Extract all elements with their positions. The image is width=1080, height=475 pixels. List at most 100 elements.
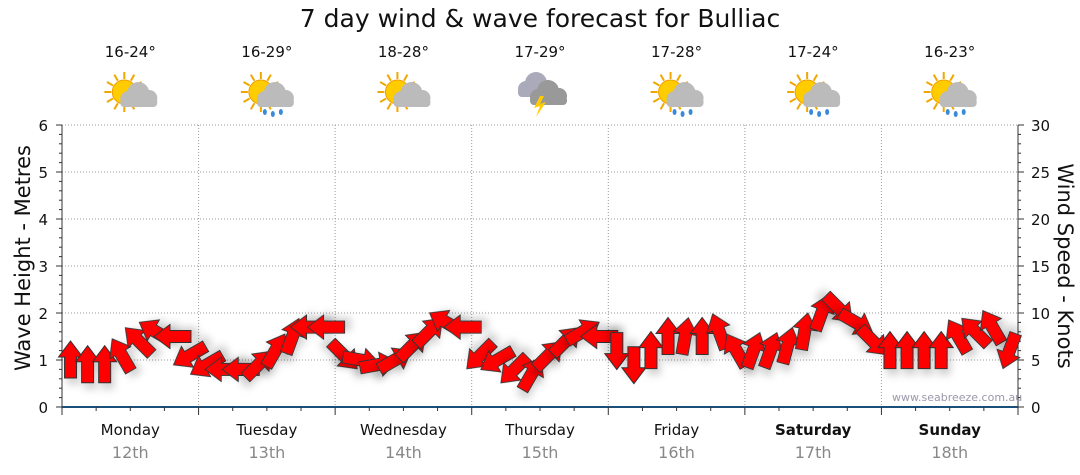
weather-icon-sun-cloud-rain — [787, 72, 841, 117]
cloud-icon — [120, 82, 158, 107]
day-name-label: Friday — [653, 421, 700, 439]
sun-ray — [266, 74, 272, 82]
raindrop-icon — [262, 109, 267, 115]
sun-ray — [379, 81, 387, 87]
raindrop-icon — [945, 109, 950, 115]
raindrop-icon — [278, 109, 283, 115]
day-date-label: 12th — [111, 443, 149, 462]
weather-icon-cloud-lightning — [518, 72, 567, 117]
wind-arrow — [996, 330, 1022, 370]
sun-ray — [249, 102, 256, 110]
wind-arrow — [500, 351, 533, 384]
sun-ray — [403, 74, 409, 82]
sun-ray — [386, 102, 392, 110]
sun-ray — [243, 81, 251, 87]
sun-ray — [386, 74, 392, 82]
day-temperature: 17-28° — [651, 43, 703, 61]
day-name-label: Sunday — [918, 421, 981, 439]
raindrop-icon — [688, 109, 693, 115]
cloud-icon — [803, 82, 841, 107]
sun-ray — [659, 102, 665, 110]
wind-arrow — [480, 345, 517, 373]
cloud-icon — [256, 82, 294, 107]
sun-ray — [932, 74, 939, 82]
y2-tick-label: 5 — [1031, 352, 1041, 370]
sun-ray — [789, 81, 797, 87]
wind-arrow — [172, 340, 210, 368]
sun-ray — [949, 74, 955, 82]
sun-ray — [659, 74, 665, 82]
cloud-icon — [393, 82, 431, 107]
day-date-label: 13th — [248, 443, 286, 462]
wind-arrow — [306, 314, 346, 341]
sun-ray — [796, 74, 802, 82]
y-tick-label: 1 — [38, 352, 48, 370]
day-date-label: 16th — [658, 443, 695, 462]
day-date-label: 17th — [794, 443, 832, 462]
weather-icon-sun-cloud — [104, 72, 158, 112]
y-tick-label: 3 — [38, 258, 48, 276]
wind-arrow — [894, 330, 921, 370]
day-temperature: 17-29° — [514, 43, 566, 61]
y2-tick-label: 30 — [1031, 117, 1050, 135]
sun-ray — [652, 97, 660, 103]
y2-tick-label: 25 — [1031, 164, 1050, 182]
y-tick-label: 2 — [38, 305, 48, 323]
sun-ray — [129, 74, 136, 82]
raindrop-icon — [825, 109, 830, 115]
sun-ray — [789, 97, 797, 103]
y2-tick-label: 20 — [1031, 211, 1050, 229]
cloud-base — [120, 98, 158, 107]
cloud-base — [256, 98, 294, 107]
day-name-label: Saturday — [774, 421, 852, 439]
cloud-base — [530, 96, 567, 105]
day-temperature: 16-29° — [241, 43, 293, 61]
watermark[interactable]: www.seabreeze.com.au — [892, 391, 1023, 404]
sun-ray — [113, 102, 119, 110]
day-date-label: 18th — [931, 443, 969, 462]
y-axis-title-left: Wave Height - Metres — [11, 145, 35, 371]
wind-arrow — [74, 344, 101, 384]
wind-arrow — [443, 314, 482, 341]
weather-icon-sun-cloud-rain — [240, 72, 294, 117]
sun-ray — [106, 81, 114, 87]
chart-title: 7 day wind & wave forecast for Bulliac — [299, 4, 781, 33]
wind-arrow — [792, 312, 818, 352]
day-temperature: 18-28° — [377, 43, 429, 61]
day-name-label: Thursday — [505, 421, 575, 439]
day-name-label: Tuesday — [236, 421, 298, 439]
day-temperature: 17-24° — [787, 43, 839, 61]
day-temperature: 16-24° — [104, 43, 156, 61]
y-tick-label: 6 — [38, 117, 48, 135]
wind-arrow — [911, 330, 938, 370]
day-name-label: Wednesday — [360, 421, 447, 439]
y-tick-label: 0 — [38, 399, 48, 417]
y2-tick-label: 10 — [1031, 305, 1050, 323]
sun-ray — [106, 97, 114, 103]
wind-arrow — [189, 349, 227, 378]
cloud-base — [803, 98, 841, 107]
wind-arrow — [979, 309, 1008, 347]
sun-ray — [676, 74, 682, 82]
sun-ray — [812, 74, 819, 82]
wind-arrow — [655, 316, 682, 355]
wind-arrow — [928, 330, 955, 370]
raindrop-icon — [953, 111, 958, 117]
raindrop-icon — [270, 111, 275, 117]
wind-arrow — [109, 338, 137, 375]
wind-arrow — [153, 323, 192, 350]
sun-ray — [379, 97, 387, 103]
cloud-icon — [666, 82, 704, 107]
sun-ray — [652, 81, 660, 87]
cloud-icon — [939, 82, 977, 107]
raindrop-icon — [817, 111, 822, 117]
day-temperature: 16-23° — [924, 43, 976, 61]
y-axis-title-right: Wind Speed - Knots — [1053, 163, 1077, 369]
wind-arrow — [637, 330, 664, 370]
sun-ray — [113, 74, 119, 82]
weather-icon-sun-cloud — [377, 72, 431, 112]
cloud-base — [939, 98, 977, 107]
cloud-base — [666, 98, 704, 107]
raindrop-icon — [961, 109, 966, 115]
